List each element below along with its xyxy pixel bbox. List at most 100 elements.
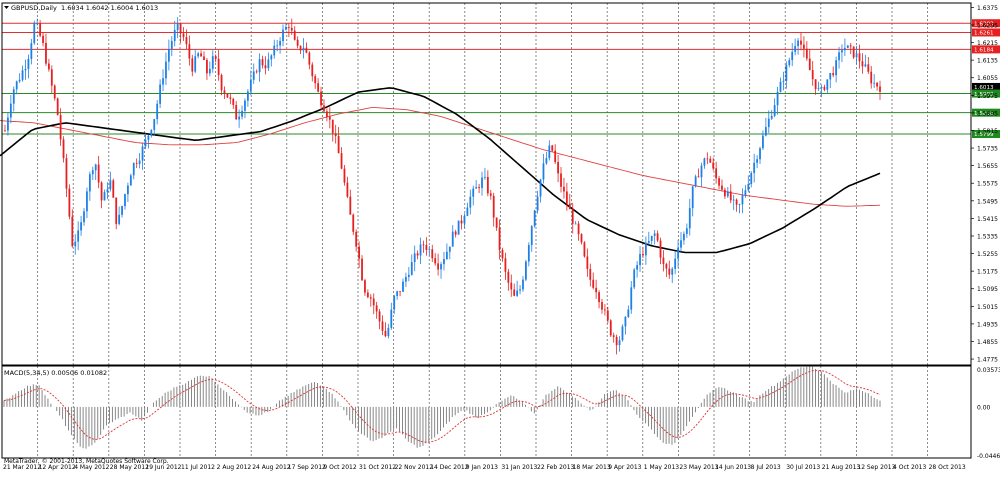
candle: [639, 246, 641, 272]
candle: [495, 217, 498, 231]
candle: [39, 19, 42, 38]
candle: [762, 130, 764, 151]
x-tick-label: 4 May 2012: [74, 464, 109, 471]
candle: [650, 235, 653, 245]
candle: [776, 86, 779, 115]
moving-averages: [0, 87, 881, 254]
candle: [185, 29, 188, 50]
candle: [203, 51, 205, 61]
y-tick-label: 1.5095: [977, 286, 998, 293]
candle: [472, 185, 475, 206]
candle: [425, 237, 428, 256]
candle: [355, 229, 358, 252]
candle: [753, 153, 756, 183]
candle: [633, 267, 636, 290]
candle: [723, 187, 726, 199]
candle: [560, 166, 562, 193]
candle: [817, 81, 820, 91]
y-tick-label: 1.5335: [977, 233, 998, 240]
x-tick-label: 21 Mar 2012: [3, 464, 41, 471]
candle: [767, 110, 770, 134]
x-tick-label: 14 Jun 2013: [715, 464, 751, 471]
candle: [709, 156, 712, 164]
candle: [457, 220, 460, 235]
candle: [419, 237, 422, 265]
candle: [91, 166, 94, 181]
y-tick-label: 1.5175: [977, 269, 998, 276]
candle: [539, 178, 542, 203]
candle: [794, 38, 797, 56]
candle: [750, 171, 753, 188]
candle: [805, 41, 808, 61]
candle: [381, 315, 384, 336]
macd-label: MACD(5,34,5) 0.00506 0.01082: [4, 369, 107, 377]
candle: [206, 58, 208, 80]
candle: [94, 163, 97, 181]
candle: [232, 97, 235, 109]
candle: [97, 155, 100, 189]
candle: [30, 39, 33, 65]
candle: [492, 192, 495, 227]
candle: [235, 101, 238, 120]
candle: [179, 22, 182, 44]
candle: [624, 316, 627, 335]
candle: [302, 38, 305, 59]
candle: [53, 84, 56, 101]
candle: [261, 55, 264, 69]
candle: [747, 175, 750, 193]
candle: [811, 60, 814, 86]
candle: [642, 246, 644, 259]
candle: [486, 170, 489, 197]
candle: [173, 20, 176, 47]
candle: [428, 245, 431, 257]
candle: [797, 38, 799, 55]
dropdown-triangle-icon[interactable]: [4, 6, 9, 9]
candle: [402, 278, 404, 292]
candle: [88, 171, 91, 201]
ohlc-label: 1.6034 1.6042 1.6004 1.6013: [61, 4, 158, 12]
candle: [706, 152, 709, 165]
candle: [668, 260, 671, 279]
candle: [188, 35, 191, 66]
candle: [621, 324, 624, 342]
candle: [208, 61, 211, 77]
candle: [589, 263, 592, 287]
candle: [659, 237, 662, 265]
x-tick-label: 14 Dec 2012: [430, 464, 469, 471]
candle: [129, 173, 132, 186]
candle: [530, 225, 533, 252]
candle: [405, 272, 407, 288]
candle: [147, 134, 150, 149]
candle: [571, 202, 574, 234]
x-tick-label: 12 Sep 2013: [857, 464, 895, 471]
x-tick-label: 9 Jan 2013: [466, 464, 498, 471]
candle: [18, 73, 21, 83]
candle: [390, 302, 393, 330]
copyright-label: MetaTrader, © 2001-2013, MetaQuotes Soft…: [4, 458, 169, 465]
candle: [536, 190, 539, 214]
candle: [349, 189, 352, 215]
candle: [557, 154, 559, 183]
indicator-pane-frame: [1, 365, 972, 459]
y-tick-label: 1.6215: [977, 40, 998, 47]
candle: [323, 99, 325, 113]
candle: [167, 39, 170, 71]
candle: [138, 153, 141, 169]
candle: [823, 84, 826, 92]
candle: [115, 197, 118, 230]
candle: [74, 234, 77, 255]
candle: [700, 162, 703, 187]
candle: [838, 47, 840, 69]
candle: [644, 236, 647, 265]
level-price-label: 1.6261: [974, 31, 994, 37]
candle: [627, 305, 630, 319]
candle: [542, 153, 545, 184]
y-tick-label: 1.4775: [977, 357, 998, 364]
candle: [124, 193, 126, 210]
candle: [694, 174, 697, 188]
candle: [835, 56, 838, 83]
macd-y-tick-label: 0.00: [977, 404, 991, 411]
candle: [112, 178, 115, 198]
